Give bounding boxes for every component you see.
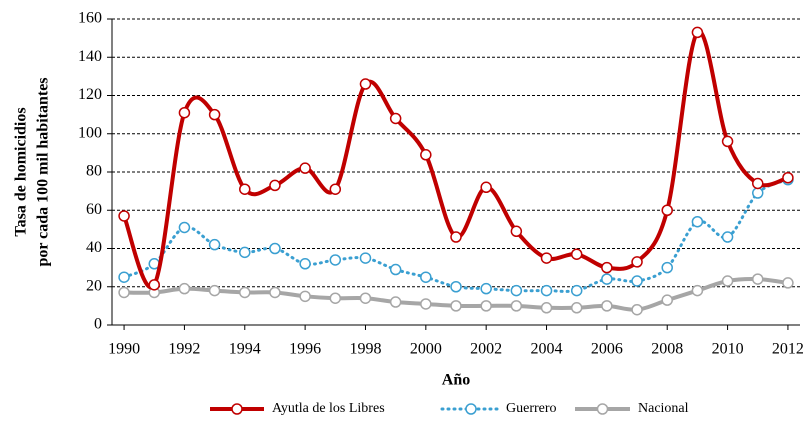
- marker: [239, 286, 251, 299]
- marker: [148, 279, 160, 291]
- marker: [752, 177, 764, 190]
- marker: [389, 263, 402, 276]
- marker: [269, 179, 281, 192]
- marker: [420, 298, 432, 310]
- legend-label: Ayutla de los Libres: [272, 401, 385, 416]
- marker: [691, 215, 704, 228]
- marker: [178, 282, 191, 295]
- marker: [269, 242, 281, 255]
- marker: [420, 149, 432, 161]
- marker: [782, 171, 794, 184]
- marker: [691, 26, 704, 39]
- marker: [601, 273, 613, 285]
- x-axis-label: Año: [442, 372, 470, 389]
- marker: [208, 108, 221, 121]
- legend-label: Nacional: [638, 401, 689, 416]
- marker: [178, 221, 191, 234]
- x-tick-label: 2000: [410, 341, 442, 358]
- y-tick-label: 60: [86, 201, 102, 218]
- marker: [782, 277, 794, 289]
- marker: [510, 284, 523, 297]
- marker: [480, 282, 492, 295]
- marker: [601, 300, 613, 312]
- marker: [480, 300, 492, 312]
- marker: [239, 183, 251, 195]
- marker: [721, 135, 734, 148]
- marker: [480, 181, 492, 194]
- marker: [570, 302, 583, 314]
- marker: [661, 204, 673, 216]
- marker: [299, 258, 311, 270]
- legend-label: Guerrero: [506, 401, 557, 416]
- y-axis-label: Tasa de homicidios: [13, 107, 30, 236]
- x-tick-label: 2010: [712, 341, 744, 358]
- x-tick-label: 2008: [651, 341, 683, 358]
- marker: [359, 252, 372, 264]
- marker: [269, 286, 281, 299]
- legend-marker: [231, 403, 243, 415]
- marker: [450, 300, 462, 312]
- marker: [540, 302, 553, 314]
- y-tick-label: 20: [86, 277, 102, 294]
- marker: [631, 303, 643, 316]
- marker: [661, 294, 673, 306]
- y-tick-label: 140: [78, 48, 102, 65]
- y-tick-label: 120: [78, 86, 102, 103]
- y-tick-label: 160: [78, 10, 102, 27]
- marker: [329, 292, 342, 304]
- marker: [299, 162, 311, 174]
- legend-marker: [596, 403, 609, 415]
- marker: [420, 271, 432, 283]
- y-tick-label: 100: [78, 124, 102, 141]
- x-tick-label: 2006: [591, 341, 623, 358]
- marker: [178, 106, 191, 119]
- marker: [752, 187, 764, 199]
- marker: [329, 183, 342, 195]
- marker: [570, 284, 583, 297]
- x-tick-label: 1992: [168, 341, 200, 358]
- x-tick-label: 2002: [470, 341, 502, 358]
- marker: [540, 284, 553, 297]
- x-tick-label: 1998: [349, 341, 381, 358]
- legend-marker: [465, 403, 477, 415]
- marker: [721, 231, 734, 243]
- y-tick-label: 0: [94, 316, 102, 333]
- marker: [570, 248, 583, 260]
- marker: [239, 246, 251, 259]
- marker: [510, 300, 523, 312]
- x-tick-label: 1996: [289, 341, 321, 358]
- marker: [359, 292, 372, 304]
- marker: [118, 271, 130, 283]
- marker: [721, 275, 734, 287]
- marker: [118, 286, 130, 299]
- marker: [450, 231, 462, 243]
- marker: [631, 275, 643, 287]
- y-tick-label: 80: [86, 163, 102, 180]
- marker: [450, 281, 462, 293]
- marker: [540, 252, 553, 264]
- marker: [118, 210, 130, 222]
- x-tick-label: 2012: [772, 341, 804, 358]
- x-tick-label: 1990: [108, 341, 140, 358]
- marker: [752, 273, 764, 285]
- marker: [389, 112, 402, 125]
- marker: [631, 256, 643, 268]
- marker: [691, 284, 704, 297]
- marker: [208, 238, 221, 251]
- y-tick-label: 40: [86, 239, 102, 256]
- marker: [299, 290, 311, 303]
- marker: [389, 296, 402, 308]
- x-tick-label: 1994: [229, 341, 261, 358]
- marker: [359, 78, 372, 90]
- marker: [329, 254, 342, 266]
- y-axis-label: por cada 100 mil habitantes: [35, 77, 52, 266]
- marker: [510, 225, 523, 238]
- marker: [661, 261, 673, 274]
- x-tick-label: 2004: [531, 341, 563, 358]
- marker: [208, 284, 221, 297]
- marker: [601, 261, 613, 274]
